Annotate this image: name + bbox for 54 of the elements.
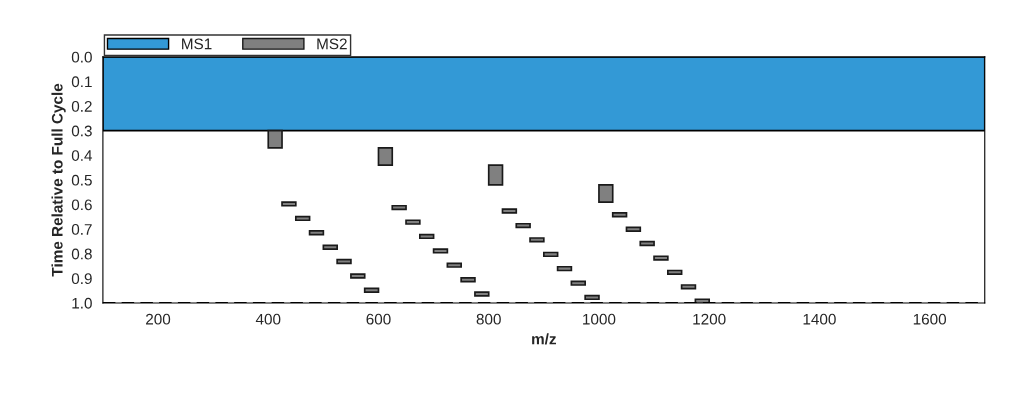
- legend-label: MS2: [317, 38, 347, 50]
- y-tick-label: 0.6: [71, 199, 92, 211]
- bar: [377, 147, 394, 166]
- bar: [363, 287, 380, 293]
- bar: [474, 291, 490, 297]
- x-tick-label: 1200: [693, 313, 726, 325]
- bar: [542, 251, 559, 258]
- y-tick-label: 0.7: [71, 224, 92, 235]
- bar: [501, 208, 518, 214]
- x-tick-label: 1600: [913, 313, 947, 325]
- y-tick-label: 0.0: [71, 51, 92, 63]
- bar: [625, 226, 642, 232]
- bar: [598, 184, 614, 203]
- bar: [336, 258, 352, 265]
- x-tick-label: 200: [146, 313, 171, 325]
- bar: [653, 255, 669, 261]
- bar: [680, 284, 697, 290]
- y-tick-label: 0.2: [71, 100, 92, 112]
- bar: [667, 269, 683, 276]
- y-tick-label: 0.5: [71, 174, 92, 186]
- bar: [281, 201, 297, 207]
- bar: [515, 222, 531, 229]
- x-axis-title: m/z: [532, 333, 557, 345]
- bar: [529, 237, 545, 243]
- bar: [611, 212, 628, 218]
- legend-label: MS1: [182, 38, 212, 50]
- bar: [391, 204, 407, 211]
- bar: [267, 129, 283, 149]
- x-tick-label: 400: [255, 313, 281, 325]
- x-tick-label: 800: [476, 313, 501, 325]
- x-tick-label: 1000: [583, 313, 616, 325]
- bar: [460, 277, 476, 283]
- x-tick-label: 600: [366, 313, 391, 325]
- bar: [570, 280, 586, 286]
- bar: [405, 219, 421, 225]
- y-tick-label: 0.8: [71, 248, 92, 260]
- bar: [350, 273, 366, 279]
- y-axis-title: Time Relative to Full Cycle: [51, 83, 66, 277]
- bar: [418, 233, 435, 240]
- y-tick-label: 0.4: [71, 150, 93, 161]
- y-tick-label: 0.3: [71, 125, 92, 137]
- bar: [487, 164, 504, 186]
- bar: [446, 262, 462, 268]
- bar: [432, 248, 449, 254]
- y-tick-label: 0.9: [71, 273, 92, 285]
- bar: [322, 244, 338, 250]
- x-tick-label: 1400: [803, 313, 836, 325]
- bar: [556, 265, 573, 272]
- y-tick-label: 0.1: [71, 76, 92, 88]
- y-tick-label: 1.0: [72, 297, 92, 309]
- bar: [584, 294, 600, 301]
- bar: [639, 240, 655, 247]
- bar: [308, 230, 325, 236]
- bar: [294, 215, 311, 222]
